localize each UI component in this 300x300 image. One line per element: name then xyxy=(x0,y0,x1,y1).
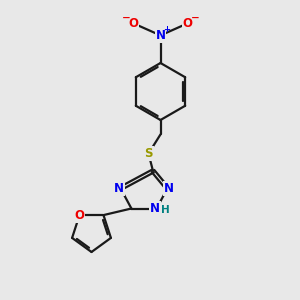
Text: +: + xyxy=(163,25,170,34)
Text: H: H xyxy=(160,205,169,215)
Text: −: − xyxy=(190,13,200,23)
Text: N: N xyxy=(114,182,124,195)
Text: O: O xyxy=(74,208,85,222)
Text: O: O xyxy=(128,17,139,30)
Text: S: S xyxy=(144,147,153,160)
Text: N: N xyxy=(155,29,166,42)
Text: N: N xyxy=(164,182,174,195)
Text: N: N xyxy=(150,202,160,215)
Text: O: O xyxy=(182,17,193,30)
Text: −: − xyxy=(122,13,130,23)
